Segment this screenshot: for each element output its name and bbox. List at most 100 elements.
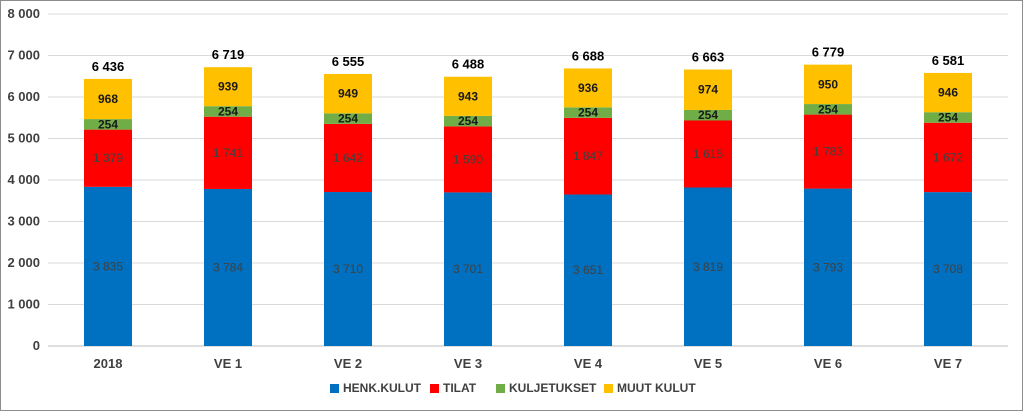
bar-segment-henk-kulut (684, 187, 732, 346)
total-label: 6 663 (692, 49, 725, 64)
y-tick-label: 4 000 (7, 172, 40, 187)
y-tick-label: 7 000 (7, 48, 40, 63)
data-label: 1 590 (453, 152, 483, 166)
data-label: 1 847 (573, 149, 603, 163)
data-label: 950 (818, 77, 838, 91)
bar-segment-tilat (204, 116, 252, 189)
legend-label: HENK.KULUT (343, 381, 422, 395)
total-label: 6 688 (572, 48, 605, 63)
data-label: 254 (98, 117, 118, 131)
total-label: 6 779 (812, 45, 845, 60)
data-label: 254 (938, 110, 958, 124)
bar-segment-kuljetukset (564, 107, 612, 118)
data-label: 3 793 (813, 260, 843, 274)
data-label: 254 (218, 104, 238, 118)
bar-segment-tilat (84, 129, 132, 187)
data-label: 254 (818, 102, 838, 116)
data-label: 949 (338, 87, 358, 101)
y-axis: 0 1 000 2 000 3 000 4 000 5 000 6 000 7 000 8 00… (7, 6, 40, 353)
x-tick-label: VE 1 (214, 356, 242, 371)
legend-swatch (604, 384, 613, 393)
data-label: 1 783 (813, 145, 843, 159)
bar-segment-tilat (324, 123, 372, 193)
total-label: 6 719 (212, 47, 245, 62)
data-label: 1 615 (693, 147, 723, 161)
bars: 3 835 1 379 254 968 6 436 3 784 1 741 254 939 6 7… (84, 45, 972, 346)
x-tick-label: VE 2 (334, 356, 362, 371)
bar-segment-tilat (564, 117, 612, 195)
bar-segment-muut-kulut (804, 64, 852, 105)
bar-segment-henk-kulut (84, 186, 132, 346)
total-label: 6 581 (932, 53, 965, 68)
bar-segment-tilat (804, 114, 852, 189)
bar-segment-muut-kulut (204, 67, 252, 107)
x-tick-label: VE 6 (814, 356, 842, 371)
total-label: 6 436 (92, 59, 125, 74)
data-label: 1 672 (933, 150, 963, 164)
bar-segment-tilat (924, 122, 972, 193)
data-label: 3 708 (933, 262, 963, 276)
bar-segment-tilat (444, 126, 492, 193)
total-label: 6 555 (332, 54, 365, 69)
y-tick-label: 2 000 (7, 255, 40, 270)
bar-segment-henk-kulut (444, 192, 492, 346)
data-label: 1 642 (333, 151, 363, 165)
data-label: 936 (578, 81, 598, 95)
x-tick-label: VE 3 (454, 356, 482, 371)
x-axis: 2018 VE 1 VE 2 VE 3 VE 4 VE 5 VE 6 VE 7 (94, 356, 963, 371)
bar-segment-henk-kulut (324, 192, 372, 346)
bar-segment-kuljetukset (924, 112, 972, 123)
data-label: 254 (338, 112, 358, 126)
data-label: 946 (938, 86, 958, 100)
x-tick-label: VE 5 (694, 356, 722, 371)
data-label: 3 701 (453, 262, 483, 276)
data-label: 3 784 (213, 260, 243, 274)
data-label: 1 741 (213, 146, 243, 160)
legend-label: TILAT (443, 381, 477, 395)
legend: HENK.KULUT TILAT KULJETUKSET MUUT KULUT (330, 381, 696, 395)
bar-segment-kuljetukset (684, 109, 732, 121)
data-label: 943 (458, 89, 478, 103)
gridlines (48, 13, 1008, 347)
legend-swatch (330, 384, 339, 393)
x-tick-label: VE 4 (574, 356, 603, 371)
y-tick-label: 0 (33, 338, 40, 353)
x-tick-label: VE 7 (934, 356, 962, 371)
data-label: 974 (698, 83, 718, 97)
bar-segment-muut-kulut (324, 73, 372, 114)
bar-segment-kuljetukset (804, 104, 852, 115)
bar-segment-henk-kulut (204, 188, 252, 346)
bar-segment-tilat (684, 120, 732, 188)
data-label: 254 (458, 114, 478, 128)
y-tick-label: 5 000 (7, 131, 40, 146)
x-tick-label: 2018 (94, 356, 123, 371)
bar-segment-muut-kulut (924, 72, 972, 113)
legend-label: KULJETUKSET (509, 381, 597, 395)
data-label: 968 (98, 92, 118, 106)
data-label: 254 (578, 106, 598, 120)
y-tick-label: 8 000 (7, 6, 40, 21)
data-label: 3 819 (693, 260, 723, 274)
total-label: 6 488 (452, 57, 485, 72)
data-label: 3 835 (93, 259, 123, 273)
y-tick-label: 1 000 (7, 297, 40, 312)
data-label: 1 379 (93, 151, 123, 165)
bar-segment-muut-kulut (84, 78, 132, 120)
y-tick-label: 3 000 (7, 214, 40, 229)
bar-segment-kuljetukset (444, 115, 492, 127)
bar-segment-kuljetukset (324, 113, 372, 124)
data-label: 3 651 (573, 263, 603, 277)
bar-segment-henk-kulut (804, 188, 852, 346)
bar-segment-muut-kulut (564, 68, 612, 108)
legend-label: MUUT KULUT (617, 381, 696, 395)
bar-segment-kuljetukset (204, 106, 252, 117)
bar-segment-kuljetukset (84, 119, 132, 130)
bar-segment-henk-kulut (564, 194, 612, 346)
data-label: 3 710 (333, 262, 363, 276)
y-tick-label: 6 000 (7, 89, 40, 104)
data-label: 939 (218, 80, 238, 94)
bar-segment-muut-kulut (684, 69, 732, 110)
data-label: 254 (698, 108, 718, 122)
